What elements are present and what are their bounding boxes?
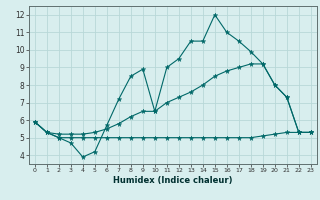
X-axis label: Humidex (Indice chaleur): Humidex (Indice chaleur)	[113, 176, 233, 185]
